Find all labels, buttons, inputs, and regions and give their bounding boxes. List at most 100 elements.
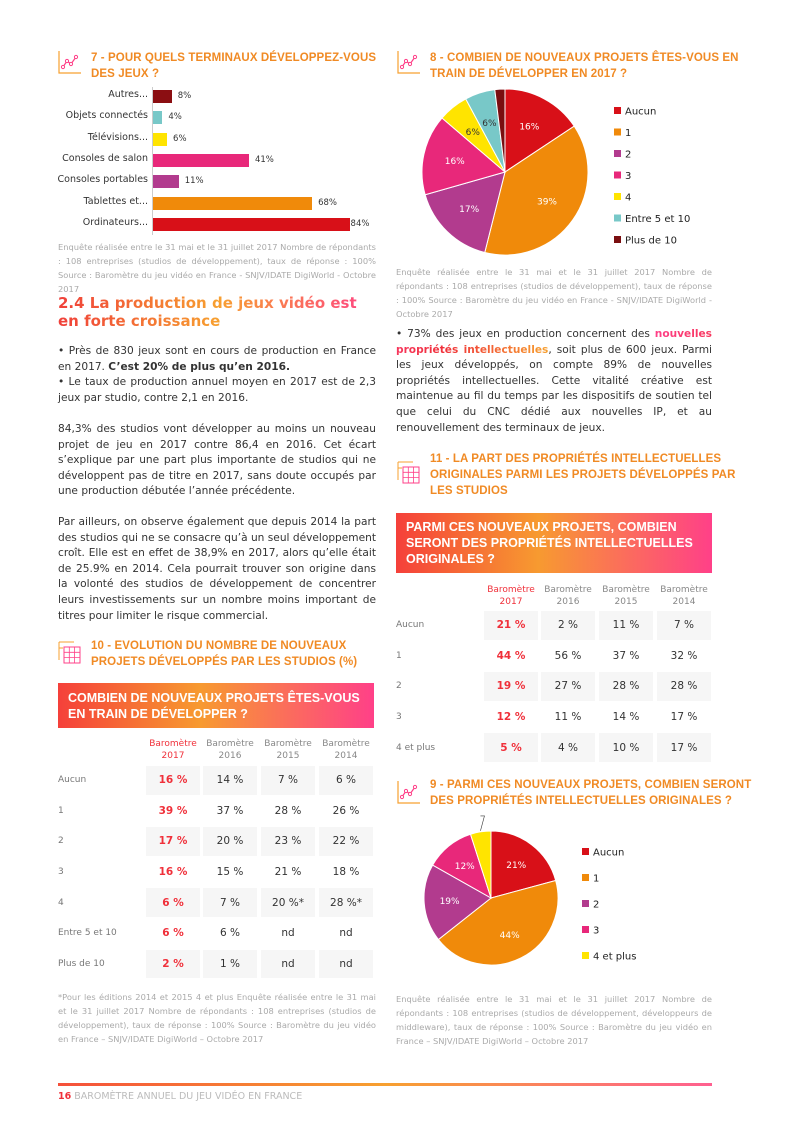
table-cell: 11 % xyxy=(599,611,653,640)
bar-label: Télévisions... xyxy=(87,131,148,143)
bar-value-label: 11% xyxy=(184,176,204,187)
legend-swatch xyxy=(614,193,621,200)
legend-swatch xyxy=(614,128,621,136)
pie-label: 19% xyxy=(440,897,460,907)
table-cell: 17 % xyxy=(657,733,711,762)
table-cell: 16 % xyxy=(158,866,188,879)
bar-value-label: 84% xyxy=(350,218,370,229)
bar-label: Tablettes et... xyxy=(83,195,148,207)
table-cell: 6 % xyxy=(162,927,184,940)
table-cell: nd xyxy=(281,927,295,940)
table-cell: 12 % xyxy=(496,711,526,724)
table-cell: 44 % xyxy=(496,649,526,662)
bar-label: Consoles portables xyxy=(57,174,148,186)
pie-label: 6% xyxy=(466,128,481,138)
table-cell: 56 % xyxy=(554,649,582,662)
legend-label: 4 et plus xyxy=(593,952,636,963)
legend-swatch xyxy=(582,900,589,907)
table-cell: 15 % xyxy=(216,866,244,879)
line-chart-icon xyxy=(58,51,81,74)
section-11-title: 11 - LA PART DES PROPRIÉTÉS INTELLECTUEL… xyxy=(430,453,736,497)
page-number: 16 xyxy=(58,1091,72,1102)
table-cell: 22 % xyxy=(319,827,373,856)
bar xyxy=(153,196,313,210)
pie-label: 5% xyxy=(459,815,474,823)
footer-divider xyxy=(58,1083,712,1086)
legend-label: 2 xyxy=(593,900,599,911)
section-8-title: 8 - COMBIEN DE NOUVEAUX PROJETS ÊTES-VOU… xyxy=(430,52,739,80)
legend-swatch xyxy=(614,107,621,114)
table-11-header: PARMI CES NOUVEAUX PROJETS, COMBIEN SERO… xyxy=(396,513,712,573)
table-cell: 37 % xyxy=(216,804,244,817)
table-cell: nd xyxy=(339,927,353,940)
row-label: Aucun xyxy=(396,620,425,631)
paragraph-2: 84,3% des studios vont développer au moi… xyxy=(58,423,376,498)
bar-axis xyxy=(152,87,153,235)
table-cell: 2 % xyxy=(146,949,200,979)
table-cell: 18 % xyxy=(332,866,360,879)
table-cell: 17 % xyxy=(670,711,698,724)
pie-slice xyxy=(469,830,492,899)
pie-label: 21% xyxy=(506,861,526,871)
section-7-title: 7 - POUR QUELS TERMINAUX DÉVELOPPEZ-VOUS… xyxy=(91,52,377,80)
bar-value-label: 68% xyxy=(318,197,338,208)
pie-label: 12% xyxy=(455,862,475,872)
column-header: Baromètre 2017 xyxy=(149,739,197,761)
bar-label: Objets connectés xyxy=(65,110,148,122)
table-cell: 27 % xyxy=(541,672,595,701)
legend-label: 3 xyxy=(625,171,631,182)
bar xyxy=(153,153,249,167)
table-cell: 28 % xyxy=(599,672,653,701)
bar-value-label: 8% xyxy=(177,91,192,101)
pie-slice xyxy=(424,171,506,254)
column-header: Baromètre 2015 xyxy=(602,585,650,607)
pie-slice xyxy=(421,117,507,196)
table-cell: 14 % xyxy=(612,711,640,724)
table-cell: 28 % xyxy=(657,672,711,701)
table-cell: 6 % xyxy=(220,927,240,940)
section-9-title: 9 - PARMI CES NOUVEAUX PROJETS, COMBIEN … xyxy=(430,779,752,807)
leader-line xyxy=(480,815,485,831)
legend-label: 4 xyxy=(625,193,631,204)
legend-label: Aucun xyxy=(625,107,656,118)
table-cell: 2 % xyxy=(541,611,595,640)
ip-paragraph: • 73% des jeux en production concernent … xyxy=(396,328,712,434)
column-header: Baromètre 2014 xyxy=(660,585,708,607)
table-cell: 39 % xyxy=(158,804,188,817)
table-cell: 17 % xyxy=(146,827,200,856)
intro-bullets: • Près de 830 jeux sont en cours de prod… xyxy=(58,345,376,404)
table-icon xyxy=(58,641,81,664)
row-label: 3 xyxy=(58,867,64,878)
line-chart-icon xyxy=(397,51,420,74)
ip-pie-chart: 21% 44% 19% 12% 5% Aucun 1 2 3 4 et plus xyxy=(423,815,636,966)
column-header: Baromètre 2014 xyxy=(322,739,370,761)
legend-swatch xyxy=(614,150,621,157)
table-cell: 1 % xyxy=(203,949,257,979)
bar-value-label: 4% xyxy=(168,112,182,123)
section-heading: 2.4 La production de jeux vidéo est en f… xyxy=(58,294,378,330)
section-8-note: Enquête réalisée entre le 31 mai et le 3… xyxy=(396,267,712,319)
legend-label: Aucun xyxy=(593,848,624,859)
table-cell: 7 % xyxy=(203,888,257,917)
bar-label: Consoles de salon xyxy=(62,152,148,164)
projects-pie-chart: 16% 39% 17% 16% 6%6% Aucun 1 2 3 4 Entre 5 et 10 Pl… xyxy=(421,88,690,256)
row-label: 2 xyxy=(396,681,402,692)
section-9-note: Enquête réalisée entre le 31 mai et le 3… xyxy=(396,994,712,1046)
table-icon xyxy=(397,461,420,484)
bar xyxy=(153,175,179,189)
pie-label: 16% xyxy=(519,123,539,133)
legend-swatch xyxy=(582,848,589,855)
row-label: 1 xyxy=(58,805,64,816)
legend-label: 1 xyxy=(625,128,631,139)
bar xyxy=(153,111,163,125)
table-cell: 32 % xyxy=(670,649,698,662)
table-cell: 11 % xyxy=(554,711,582,724)
bar xyxy=(153,132,168,146)
legend-swatch xyxy=(582,952,589,959)
legend-swatch xyxy=(614,171,621,179)
table-cell: 10 % xyxy=(599,733,653,762)
table-cell: nd xyxy=(319,949,373,979)
pie-slice xyxy=(494,88,506,173)
pie-label: 16% xyxy=(445,157,465,167)
row-label: 4 et plus xyxy=(396,742,436,753)
